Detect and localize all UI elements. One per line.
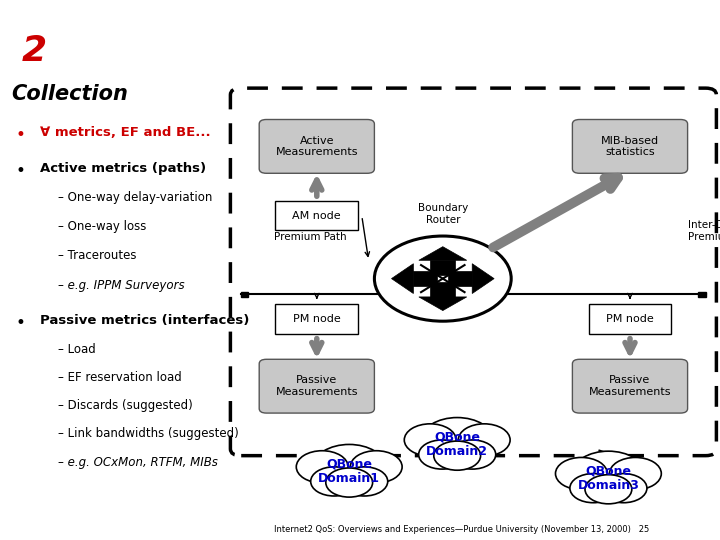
- Text: PM node: PM node: [606, 314, 654, 324]
- Text: Boundary
Router: Boundary Router: [418, 203, 468, 225]
- FancyBboxPatch shape: [259, 119, 374, 173]
- Text: QBone
Domain3: QBone Domain3: [577, 464, 639, 492]
- Circle shape: [297, 451, 348, 483]
- Text: – Discards (suggested): – Discards (suggested): [58, 399, 192, 412]
- Text: •: •: [16, 314, 26, 333]
- Text: Passive metrics (interfaces): Passive metrics (interfaces): [40, 314, 249, 327]
- Circle shape: [572, 451, 644, 496]
- Polygon shape: [431, 260, 455, 275]
- Circle shape: [405, 424, 456, 456]
- Text: Collection: Collection: [11, 84, 127, 104]
- Polygon shape: [419, 297, 467, 310]
- Text: – Link bandwidths (suggested): – Link bandwidths (suggested): [58, 428, 238, 441]
- Text: Passive
Measurements: Passive Measurements: [276, 375, 358, 397]
- Bar: [275, 305, 359, 334]
- FancyBboxPatch shape: [259, 359, 374, 413]
- Circle shape: [609, 457, 661, 490]
- Text: 1/2: 1/2: [621, 43, 645, 58]
- Text: Active metrics (paths): Active metrics (paths): [40, 162, 206, 175]
- Text: PM node: PM node: [293, 314, 341, 324]
- Text: – e.g. IPPM Surveyors: – e.g. IPPM Surveyors: [58, 279, 184, 292]
- Circle shape: [458, 424, 510, 456]
- Text: – e.g. OCxMon, RTFM, MIBs: – e.g. OCxMon, RTFM, MIBs: [58, 456, 217, 469]
- Polygon shape: [449, 271, 472, 286]
- FancyBboxPatch shape: [572, 359, 688, 413]
- Circle shape: [449, 440, 495, 469]
- Polygon shape: [472, 264, 494, 294]
- Text: QBone
Domain1: QBone Domain1: [318, 457, 380, 485]
- Circle shape: [585, 475, 632, 504]
- Circle shape: [600, 474, 647, 503]
- Bar: [589, 305, 671, 334]
- Polygon shape: [413, 271, 437, 286]
- Circle shape: [311, 467, 357, 496]
- Circle shape: [556, 457, 607, 490]
- Polygon shape: [431, 282, 455, 297]
- FancyBboxPatch shape: [572, 119, 688, 173]
- Bar: [698, 292, 706, 296]
- Circle shape: [433, 441, 481, 470]
- Text: •: •: [16, 126, 26, 144]
- Text: – Traceroutes: – Traceroutes: [58, 249, 136, 262]
- Text: – Load: – Load: [58, 343, 95, 356]
- Text: ∀ metrics, EF and BE...: ∀ metrics, EF and BE...: [40, 126, 210, 139]
- Polygon shape: [419, 247, 467, 260]
- Text: •: •: [16, 162, 26, 180]
- Circle shape: [374, 236, 511, 321]
- Text: AM node: AM node: [292, 211, 341, 221]
- Polygon shape: [392, 264, 413, 294]
- Text: Passive
Measurements: Passive Measurements: [589, 375, 671, 397]
- Circle shape: [419, 440, 465, 469]
- Text: – One-way loss: – One-way loss: [58, 220, 146, 233]
- Text: 2: 2: [22, 33, 47, 68]
- Text: INTERNET: INTERNET: [16, 15, 59, 24]
- Text: Intra-Domain
Premium Path: Intra-Domain Premium Path: [274, 220, 346, 242]
- Text: QBone Measurement Architecture: QBone Measurement Architecture: [115, 20, 599, 47]
- Text: Internet2 QoS: Overviews and Experiences—Purdue University (November 13, 2000)  : Internet2 QoS: Overviews and Experiences…: [274, 525, 649, 534]
- Text: Active
Measurements: Active Measurements: [276, 136, 358, 157]
- Text: – EF reservation load: – EF reservation load: [58, 371, 181, 384]
- Text: QBone
Domain2: QBone Domain2: [426, 430, 488, 458]
- Text: TM: TM: [16, 29, 24, 34]
- Text: Inter-Domain
Premium Path: Inter-Domain Premium Path: [688, 220, 720, 242]
- Circle shape: [313, 444, 385, 489]
- Text: – One-way delay-variation: – One-way delay-variation: [58, 191, 212, 204]
- Circle shape: [325, 468, 373, 497]
- Text: MIB-based
statistics: MIB-based statistics: [601, 136, 659, 157]
- Bar: [241, 292, 248, 296]
- Circle shape: [341, 467, 387, 496]
- Circle shape: [350, 451, 402, 483]
- Circle shape: [570, 474, 616, 503]
- Circle shape: [421, 417, 493, 462]
- Bar: [275, 201, 359, 231]
